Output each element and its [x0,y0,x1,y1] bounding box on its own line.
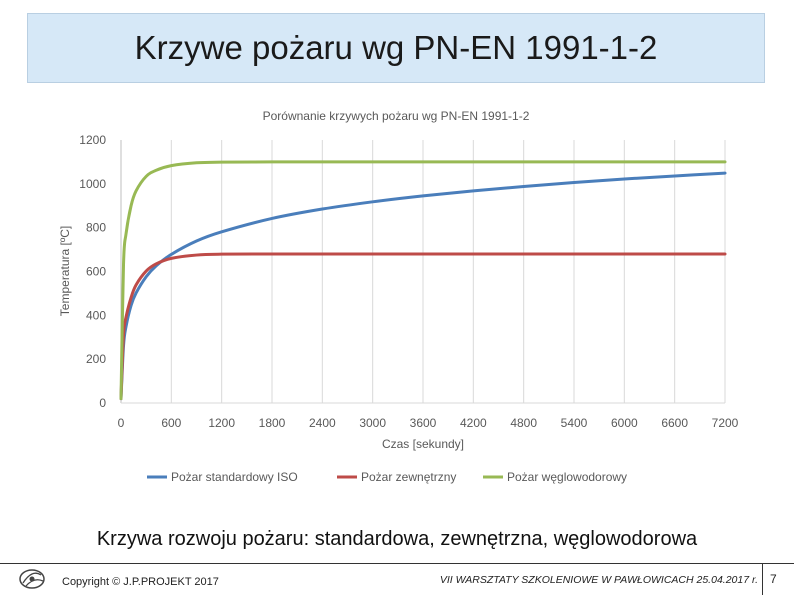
legend-label: Pożar węglowodorowy [507,470,627,484]
slide-title-box: Krzywe pożaru wg PN-EN 1991-1-2 [27,13,765,83]
y-tick-label: 0 [99,396,106,410]
x-axis-label: Czas [sekundy] [382,437,464,451]
series-lines [119,160,727,401]
x-tick-label: 1800 [259,416,286,430]
x-tick-label: 3600 [410,416,437,430]
x-tick-label: 0 [118,416,125,430]
y-tick-label: 1000 [79,177,106,191]
company-logo-icon [19,569,45,589]
event-footer-text: VII WARSZTATY SZKOLENIOWE W PAWŁOWICACH … [439,574,758,586]
y-tick-label: 200 [86,352,106,366]
chart-legend: Pożar standardowy ISO Pożar zewnętrzny Poż… [147,470,627,484]
slide-caption: Krzywa rozwoju pożaru: standardowa, zewn… [96,528,698,550]
y-tick-label: 400 [86,308,106,322]
footer-page-separator [762,563,763,595]
series-line [119,160,727,401]
x-tick-label: 1200 [208,416,235,430]
y-axis-ticks: 0 200 400 600 800 1000 1200 [79,133,106,410]
legend-label: Pożar zewnętrzny [361,470,456,484]
copyright-text: Copyright © J.P.PROJEKT 2017 [62,576,219,588]
x-tick-label: 4800 [510,416,537,430]
x-tick-label: 3000 [359,416,386,430]
slide-title: Krzywe pożaru wg PN-EN 1991-1-2 [134,29,658,66]
y-tick-label: 800 [86,221,106,235]
series-line [119,171,727,401]
page-number: 7 [770,572,777,586]
footer-divider [0,563,794,564]
x-tick-label: 6000 [611,416,638,430]
x-tick-label: 600 [161,416,181,430]
series-line [119,252,727,401]
x-tick-label: 6600 [661,416,688,430]
x-tick-label: 2400 [309,416,336,430]
fire-curves-chart: Porównanie krzywych pożaru wg PN-EN 1991… [58,109,739,484]
y-axis-label: Temperatura [ºC] [58,226,72,316]
x-tick-label: 7200 [712,416,739,430]
y-tick-label: 600 [86,265,106,279]
x-tick-label: 4200 [460,416,487,430]
legend-label: Pożar standardowy ISO [171,470,298,484]
x-tick-label: 5400 [561,416,588,430]
x-axis-ticks: 0 600 1200 1800 2400 3000 3600 4200 4800 5400 6000… [118,416,739,430]
chart-title: Porównanie krzywych pożaru wg PN-EN 1991… [263,109,530,123]
y-tick-label: 1200 [79,133,106,147]
